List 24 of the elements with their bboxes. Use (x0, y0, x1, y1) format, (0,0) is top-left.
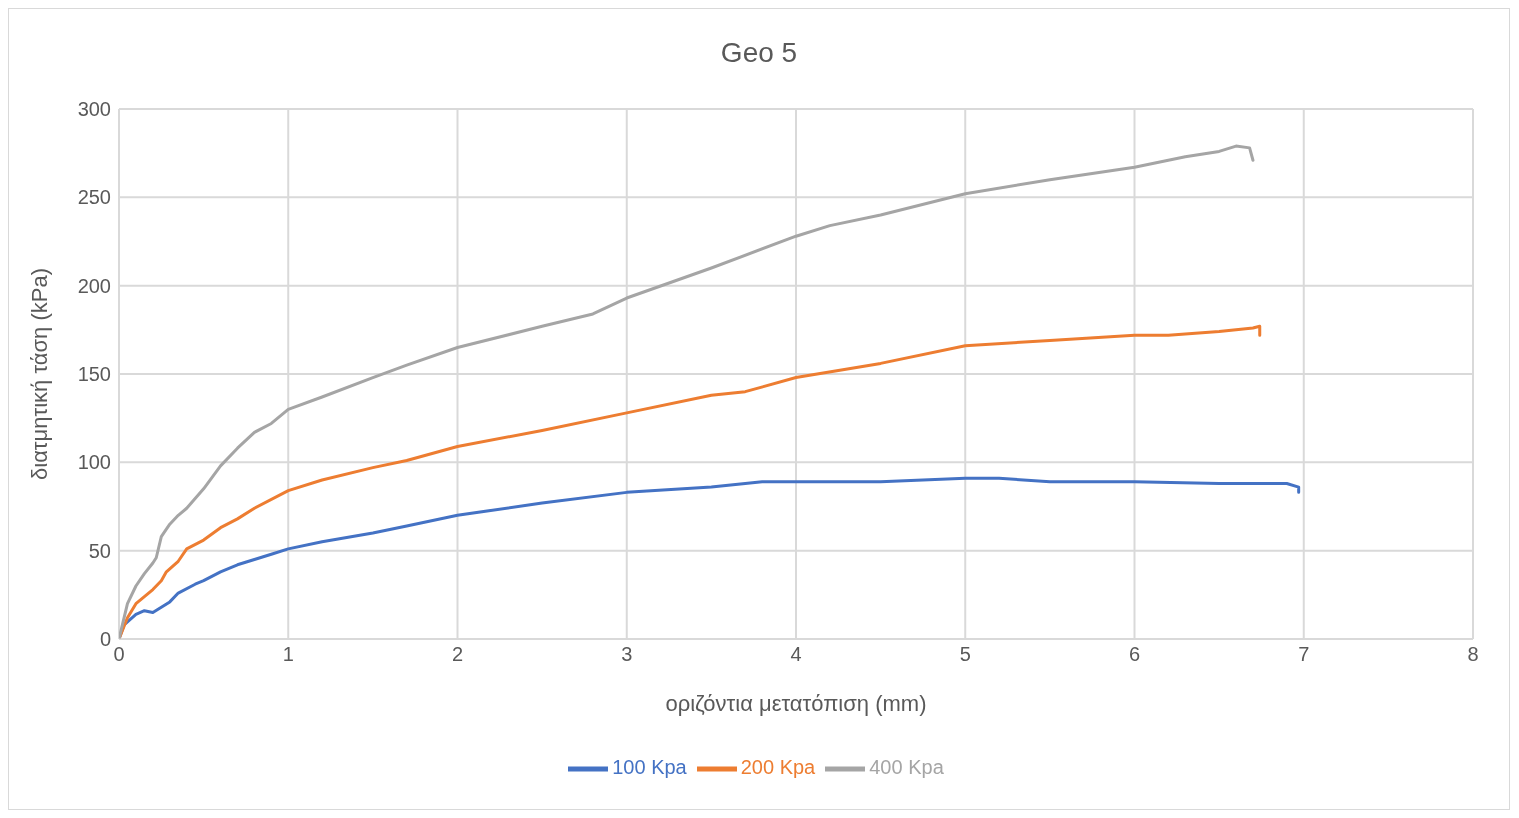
x-tick-label: 7 (1298, 643, 1310, 666)
x-tick-label: 0 (113, 643, 125, 666)
x-tick-label: 3 (621, 643, 633, 666)
y-tick-label: 200 (77, 274, 111, 297)
x-tick-label: 1 (282, 643, 294, 666)
y-tick-label: 0 (99, 628, 111, 651)
x-tick-label: 2 (451, 643, 464, 666)
legend-label: 200 Kpa (740, 756, 816, 779)
legend-label: 400 Kpa (869, 756, 944, 779)
x-tick-label: 5 (959, 643, 971, 666)
legend-label: 100 Kpa (612, 756, 687, 779)
y-tick-label: 100 (77, 451, 111, 474)
x-axis-title: οριζόντια μετατόπιση (mm) (665, 691, 927, 716)
y-tick-label: 250 (77, 186, 111, 209)
line-series (119, 324, 1262, 639)
y-tick-label: 50 (88, 539, 111, 562)
y-tick-label: 300 (77, 98, 111, 121)
x-tick-label: 4 (790, 643, 802, 666)
x-tick-label: 6 (1128, 643, 1141, 666)
line-series (119, 144, 1255, 639)
x-tick-label: 8 (1467, 643, 1479, 666)
chart-title: Geo 5 (719, 36, 799, 70)
y-axis-title: διατμητική τάση (kPa) (26, 268, 52, 480)
y-tick-label: 150 (77, 363, 111, 386)
